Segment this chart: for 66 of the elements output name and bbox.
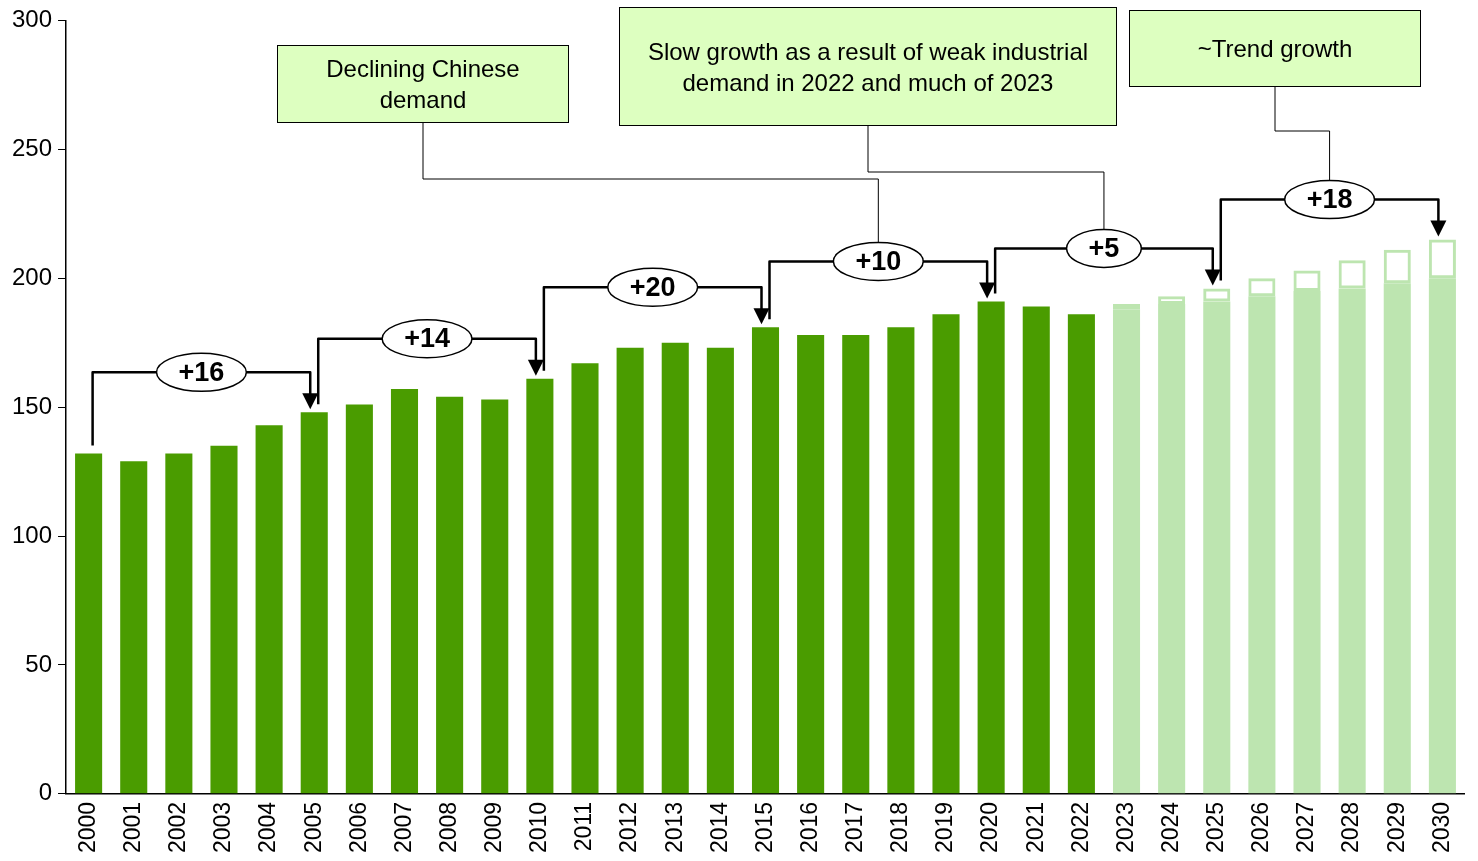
x-tick-label: 2018 (886, 801, 913, 854)
bar (481, 399, 509, 794)
note-box: Slow growth as a result of weak industrial demand in 2022 and much of 2023 (619, 7, 1117, 126)
bar (887, 327, 915, 794)
x-tick-label: 2002 (164, 801, 191, 854)
x-tick-label: 2013 (660, 801, 687, 854)
y-tick-label: 150 (12, 391, 53, 419)
bar (436, 396, 464, 794)
annotation: +14 (404, 323, 450, 354)
x-tick-label: 2014 (705, 801, 732, 854)
x-tick-label: 2003 (209, 801, 236, 854)
bar (842, 334, 870, 794)
bar (616, 347, 644, 794)
bar (255, 425, 283, 794)
x-tick-label: 2021 (1021, 801, 1048, 854)
x-tick-label: 2019 (931, 801, 958, 854)
x-tick-label: 2024 (1156, 801, 1183, 854)
bar (210, 445, 238, 794)
bar (661, 342, 689, 794)
bar (1022, 306, 1050, 794)
bar (390, 389, 419, 794)
x-tick-label: 2016 (795, 801, 822, 854)
bar (165, 453, 193, 794)
x-tick-label: 2010 (525, 801, 552, 854)
x-tick-label: 2012 (615, 801, 642, 854)
x-tick-label: 2027 (1292, 801, 1319, 854)
x-tick-label: 2026 (1247, 801, 1274, 854)
y-tick-label: 300 (12, 5, 53, 33)
x-tick-label: 2000 (73, 801, 100, 854)
x-tick-label: 2029 (1382, 801, 1409, 854)
x-tick-label: 2023 (1111, 801, 1138, 854)
y-tick-label: 200 (12, 262, 53, 290)
bar (932, 314, 960, 794)
bar (797, 334, 825, 794)
x-tick-label: 2001 (119, 801, 146, 854)
note-box: Declining Chinese demand (277, 45, 569, 123)
x-tick-label: 2020 (976, 801, 1003, 854)
annotation: +20 (629, 271, 676, 302)
x-tick-label: 2005 (299, 801, 326, 854)
x-tick-label: 2022 (1066, 801, 1093, 854)
x-tick-label: 2008 (434, 801, 461, 854)
x-tick-label: 2030 (1427, 801, 1454, 854)
x-tick-label: 2004 (254, 801, 281, 854)
x-tick-label: 2006 (344, 801, 371, 854)
x-tick-label: 2025 (1202, 801, 1229, 854)
y-tick-label: 50 (25, 649, 53, 677)
x-tick-label: 2028 (1337, 801, 1364, 854)
bar (1067, 314, 1095, 794)
bar (571, 363, 599, 794)
x-tick-label: 2015 (750, 801, 777, 854)
x-tick-label: 2017 (841, 801, 868, 854)
note-box: ~Trend growth (1129, 10, 1421, 87)
bar (75, 453, 103, 794)
annotation: +18 (1306, 183, 1353, 214)
bar (345, 404, 373, 794)
bar (706, 347, 734, 794)
x-tick-label: 2011 (570, 801, 597, 852)
annotation: +5 (1088, 232, 1120, 263)
x-tick-label: 2009 (480, 801, 507, 854)
x-tick-label: 2007 (389, 801, 416, 854)
y-tick-label: 250 (12, 133, 53, 161)
y-tick-label: 0 (38, 778, 53, 806)
annotation: +10 (855, 245, 902, 276)
bar (120, 461, 148, 794)
y-tick-label: 100 (12, 520, 53, 548)
annotation: +16 (178, 356, 225, 387)
